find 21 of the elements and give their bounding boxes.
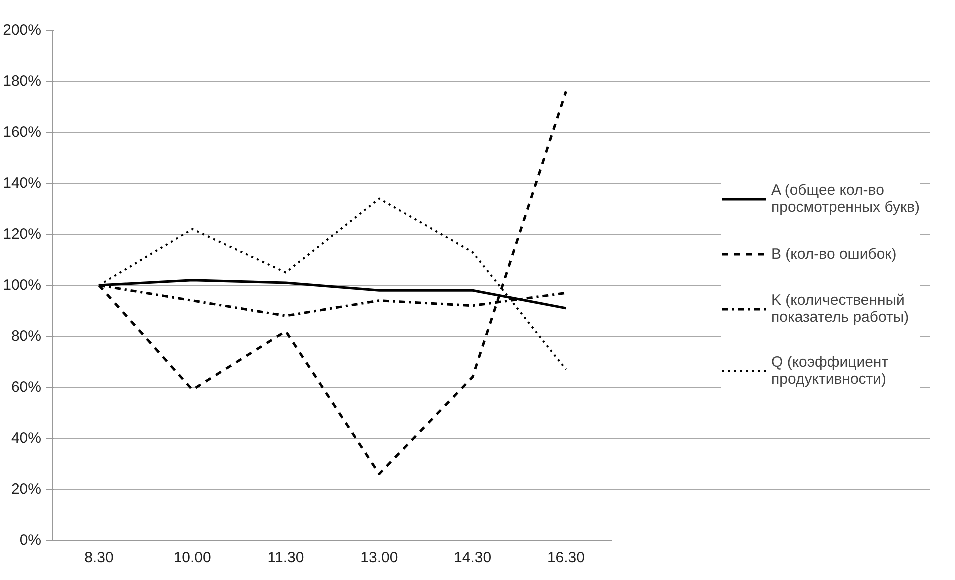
y-tick-label: 120% (3, 226, 42, 243)
legend-label: Q (коэффициент продуктивности) (772, 354, 889, 388)
y-tick-label: 20% (11, 481, 42, 498)
y-tick-label: 200% (3, 22, 42, 39)
x-tick-label: 16.30 (547, 550, 585, 566)
y-tick-label: 100% (3, 277, 42, 294)
legend-label: A (общее кол-во просмотренных букв) (772, 182, 920, 216)
y-tick-label: 180% (3, 73, 42, 90)
y-tick-label: 0% (20, 532, 42, 549)
x-tick-label: 10.00 (174, 550, 212, 566)
x-tick-label: 11.30 (268, 550, 304, 566)
legend-label: B (кол-во ошибок) (772, 245, 897, 263)
y-tick-label: 40% (11, 430, 42, 447)
y-tick-label: 140% (3, 175, 42, 192)
x-tick-label: 13.00 (360, 550, 398, 566)
y-tick-label: 160% (3, 124, 42, 141)
legend-label: K (количественный показатель работы) (772, 292, 910, 326)
x-tick-label: 8.30 (84, 550, 114, 566)
y-tick-label: 60% (11, 379, 42, 396)
x-tick-label: 14.30 (454, 550, 492, 566)
y-tick-label: 80% (11, 328, 42, 345)
